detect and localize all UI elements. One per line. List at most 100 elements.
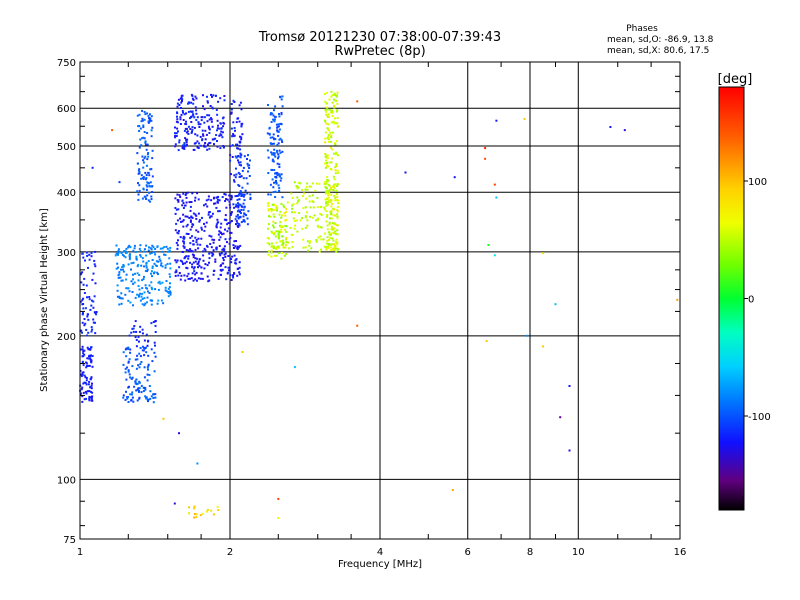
data-point: [184, 204, 187, 207]
data-point: [223, 248, 226, 251]
data-point: [327, 194, 330, 197]
data-point: [90, 304, 93, 307]
data-point: [320, 205, 323, 208]
data-point: [115, 267, 118, 270]
data-point: [179, 259, 182, 262]
data-point: [267, 104, 269, 106]
data-point: [141, 117, 144, 120]
data-point: [306, 224, 309, 227]
data-point: [178, 432, 180, 435]
data-point: [240, 138, 243, 141]
data-point: [194, 196, 197, 199]
data-point: [89, 377, 92, 380]
data-point: [125, 278, 128, 281]
data-point: [218, 210, 221, 213]
data-point: [246, 162, 249, 165]
data-point: [194, 106, 197, 109]
data-point: [230, 261, 233, 264]
data-point: [270, 208, 273, 211]
data-point: [219, 236, 222, 239]
data-point: [180, 274, 183, 277]
data-point: [199, 514, 202, 517]
data-point: [270, 230, 273, 233]
data-point: [308, 241, 311, 244]
data-point: [134, 272, 136, 275]
data-point: [164, 264, 167, 267]
data-point: [143, 376, 146, 379]
data-point: [148, 385, 151, 387]
data-point: [152, 272, 155, 275]
data-point: [325, 204, 328, 207]
data-point: [187, 257, 190, 260]
data-point: [288, 247, 291, 250]
data-point: [175, 222, 178, 225]
data-point: [144, 140, 147, 143]
data-point: [189, 220, 192, 223]
data-point: [278, 234, 281, 237]
data-point: [199, 135, 202, 138]
data-point: [192, 279, 195, 282]
data-point: [174, 229, 177, 232]
data-point: [237, 171, 240, 174]
data-point: [278, 138, 281, 141]
data-point: [203, 116, 206, 119]
data-point: [138, 184, 141, 187]
data-point: [239, 190, 242, 192]
data-point: [330, 168, 333, 171]
data-point: [184, 215, 187, 218]
data-point: [193, 516, 196, 519]
data-point: [337, 154, 339, 157]
data-point: [194, 257, 197, 260]
data-point: [236, 198, 239, 201]
data-point: [240, 221, 243, 224]
data-point: [326, 236, 329, 239]
data-point: [187, 249, 190, 252]
data-point: [93, 259, 96, 262]
data-point: [138, 168, 141, 171]
data-point: [86, 390, 89, 393]
data-point: [230, 173, 232, 176]
data-point: [333, 243, 336, 246]
data-point: [182, 119, 185, 121]
data-point: [90, 346, 93, 349]
data-point: [147, 400, 149, 403]
data-point: [143, 387, 146, 390]
data-point: [326, 176, 329, 178]
data-point: [333, 106, 336, 109]
data-point: [90, 326, 93, 329]
data-point: [137, 263, 140, 266]
data-point: [186, 138, 189, 141]
data-point: [178, 139, 181, 142]
data-point: [240, 175, 243, 178]
data-point: [177, 232, 180, 235]
data-point: [233, 180, 236, 183]
data-point: [136, 399, 139, 402]
data-point: [197, 266, 199, 269]
data-point: [89, 359, 92, 361]
data-point: [327, 123, 330, 126]
data-point: [267, 172, 270, 174]
data-point: [278, 128, 281, 131]
data-point: [178, 141, 181, 144]
data-point: [184, 262, 187, 265]
data-point: [237, 161, 240, 164]
data-point: [146, 373, 149, 376]
data-point: [542, 345, 545, 348]
data-point: [230, 212, 233, 215]
data-point: [82, 350, 85, 353]
data-point: [210, 509, 213, 512]
data-point: [136, 265, 139, 268]
data-point: [197, 147, 200, 149]
data-point: [336, 117, 339, 119]
data-point: [330, 199, 333, 201]
data-point: [139, 127, 142, 130]
data-point: [85, 397, 87, 400]
data-point: [303, 192, 306, 195]
data-point: [240, 212, 242, 215]
data-point: [147, 290, 149, 293]
data-point: [124, 293, 127, 296]
data-point: [206, 148, 209, 151]
data-point: [195, 97, 198, 100]
data-point: [331, 148, 334, 151]
